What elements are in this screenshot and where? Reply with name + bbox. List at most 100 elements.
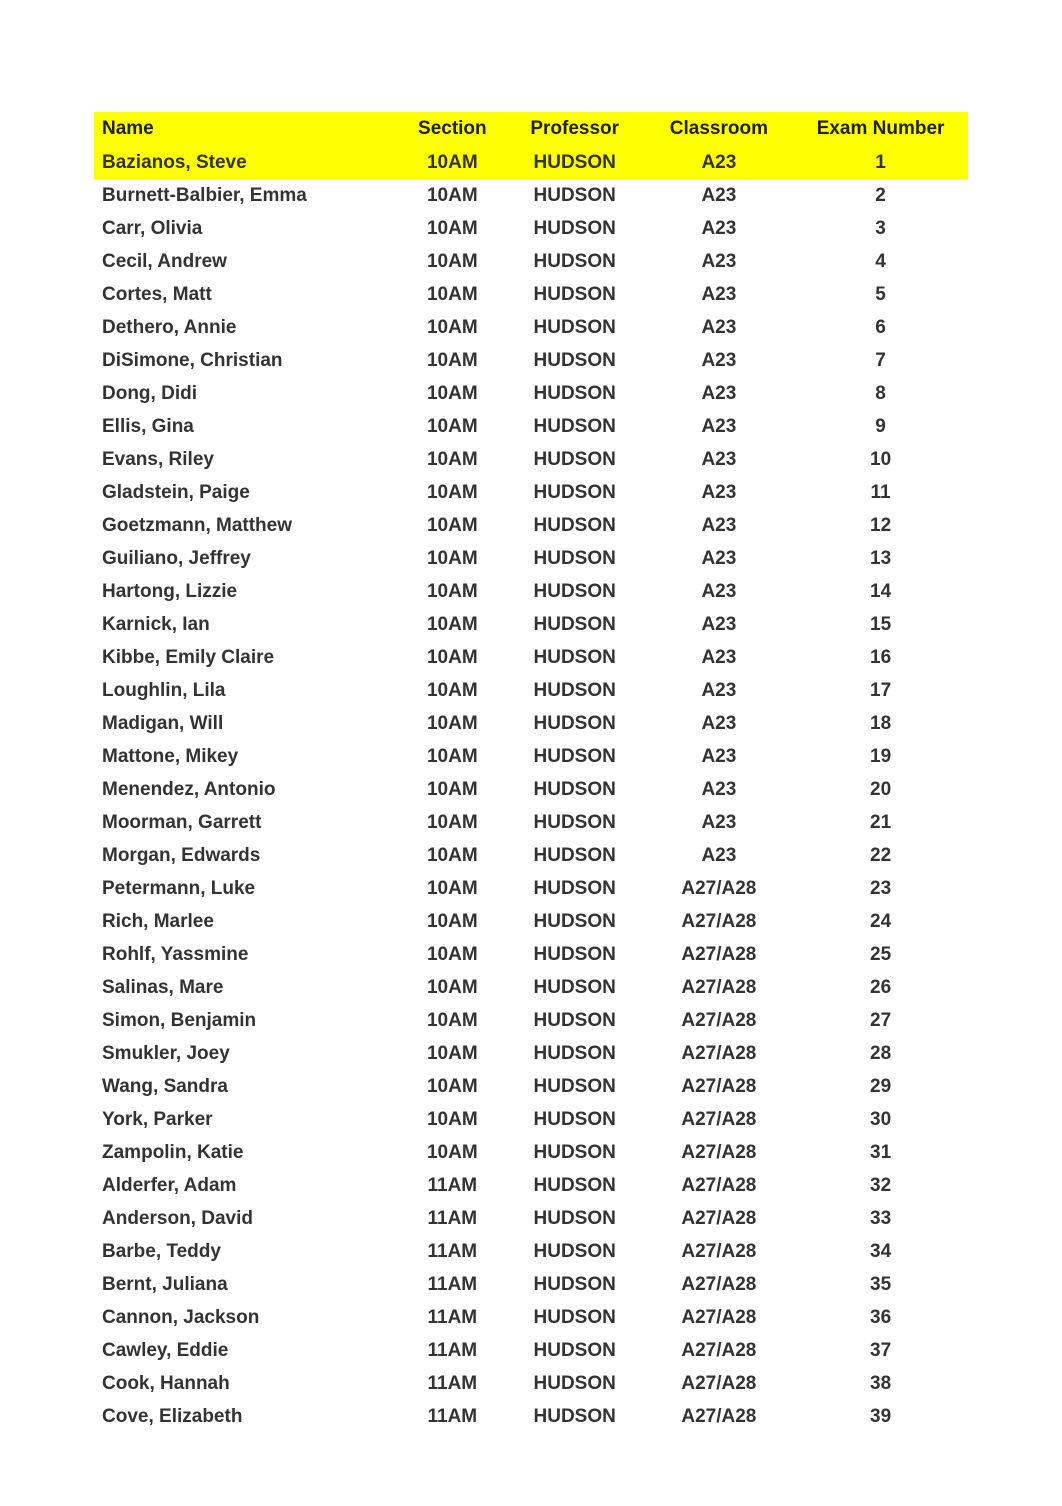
- table-row: Madigan, Will10AMHUDSONA2318: [94, 707, 968, 740]
- table-row: Bazianos, Steve10AMHUDSONA231: [94, 146, 968, 179]
- cell-classroom: A23: [645, 212, 794, 245]
- cell-exam-number: 22: [793, 839, 968, 872]
- cell-exam-number: 10: [793, 443, 968, 476]
- cell-name: Madigan, Will: [94, 707, 400, 740]
- cell-exam-number: 34: [793, 1235, 968, 1268]
- cell-professor: HUDSON: [505, 872, 645, 905]
- cell-exam-number: 23: [793, 872, 968, 905]
- table-row: Anderson, David11AMHUDSONA27/A2833: [94, 1202, 968, 1235]
- cell-section: 11AM: [400, 1301, 505, 1334]
- cell-name: Ellis, Gina: [94, 410, 400, 443]
- cell-classroom: A23: [645, 707, 794, 740]
- cell-name: Petermann, Luke: [94, 872, 400, 905]
- cell-professor: HUDSON: [505, 1037, 645, 1070]
- cell-section: 10AM: [400, 839, 505, 872]
- cell-professor: HUDSON: [505, 311, 645, 344]
- table-row: Salinas, Mare10AMHUDSONA27/A2826: [94, 971, 968, 1004]
- table-row: Kibbe, Emily Claire10AMHUDSONA2316: [94, 641, 968, 674]
- cell-professor: HUDSON: [505, 542, 645, 575]
- cell-professor: HUDSON: [505, 1334, 645, 1367]
- cell-name: Cortes, Matt: [94, 278, 400, 311]
- cell-name: Bernt, Juliana: [94, 1268, 400, 1301]
- cell-professor: HUDSON: [505, 344, 645, 377]
- cell-section: 10AM: [400, 410, 505, 443]
- cell-exam-number: 6: [793, 311, 968, 344]
- cell-section: 10AM: [400, 1070, 505, 1103]
- cell-exam-number: 24: [793, 905, 968, 938]
- cell-exam-number: 7: [793, 344, 968, 377]
- cell-classroom: A23: [645, 773, 794, 806]
- cell-section: 10AM: [400, 245, 505, 278]
- cell-professor: HUDSON: [505, 1367, 645, 1400]
- cell-section: 11AM: [400, 1202, 505, 1235]
- cell-section: 10AM: [400, 1103, 505, 1136]
- cell-exam-number: 31: [793, 1136, 968, 1169]
- cell-exam-number: 20: [793, 773, 968, 806]
- cell-name: Loughlin, Lila: [94, 674, 400, 707]
- cell-professor: HUDSON: [505, 674, 645, 707]
- cell-section: 10AM: [400, 674, 505, 707]
- cell-exam-number: 14: [793, 575, 968, 608]
- cell-exam-number: 27: [793, 1004, 968, 1037]
- cell-classroom: A27/A28: [645, 1103, 794, 1136]
- cell-exam-number: 32: [793, 1169, 968, 1202]
- table-row: Loughlin, Lila10AMHUDSONA2317: [94, 674, 968, 707]
- cell-classroom: A27/A28: [645, 1367, 794, 1400]
- cell-section: 10AM: [400, 608, 505, 641]
- cell-classroom: A23: [645, 740, 794, 773]
- col-header-classroom: Classroom: [645, 112, 794, 146]
- cell-exam-number: 39: [793, 1400, 968, 1433]
- cell-classroom: A27/A28: [645, 1235, 794, 1268]
- cell-exam-number: 26: [793, 971, 968, 1004]
- cell-classroom: A27/A28: [645, 1070, 794, 1103]
- cell-professor: HUDSON: [505, 377, 645, 410]
- cell-name: Salinas, Mare: [94, 971, 400, 1004]
- cell-professor: HUDSON: [505, 1301, 645, 1334]
- cell-classroom: A23: [645, 245, 794, 278]
- cell-classroom: A23: [645, 278, 794, 311]
- col-header-section: Section: [400, 112, 505, 146]
- cell-exam-number: 15: [793, 608, 968, 641]
- table-row: Bernt, Juliana11AMHUDSONA27/A2835: [94, 1268, 968, 1301]
- cell-exam-number: 3: [793, 212, 968, 245]
- cell-section: 10AM: [400, 575, 505, 608]
- cell-classroom: A27/A28: [645, 1136, 794, 1169]
- cell-professor: HUDSON: [505, 509, 645, 542]
- cell-professor: HUDSON: [505, 1169, 645, 1202]
- cell-professor: HUDSON: [505, 1400, 645, 1433]
- cell-name: Kibbe, Emily Claire: [94, 641, 400, 674]
- cell-professor: HUDSON: [505, 1268, 645, 1301]
- cell-name: Rohlf, Yassmine: [94, 938, 400, 971]
- table-row: Mattone, Mikey10AMHUDSONA2319: [94, 740, 968, 773]
- cell-classroom: A23: [645, 443, 794, 476]
- table-row: Guiliano, Jeffrey10AMHUDSONA2313: [94, 542, 968, 575]
- cell-exam-number: 18: [793, 707, 968, 740]
- table-row: Ellis, Gina10AMHUDSONA239: [94, 410, 968, 443]
- table-row: Moorman, Garrett10AMHUDSONA2321: [94, 806, 968, 839]
- cell-professor: HUDSON: [505, 938, 645, 971]
- cell-section: 11AM: [400, 1334, 505, 1367]
- table-row: Rohlf, Yassmine10AMHUDSONA27/A2825: [94, 938, 968, 971]
- cell-classroom: A23: [645, 542, 794, 575]
- cell-name: Menendez, Antonio: [94, 773, 400, 806]
- cell-classroom: A23: [645, 377, 794, 410]
- cell-section: 10AM: [400, 971, 505, 1004]
- cell-classroom: A23: [645, 509, 794, 542]
- cell-professor: HUDSON: [505, 905, 645, 938]
- cell-section: 10AM: [400, 872, 505, 905]
- cell-section: 10AM: [400, 1136, 505, 1169]
- cell-name: Cannon, Jackson: [94, 1301, 400, 1334]
- cell-name: York, Parker: [94, 1103, 400, 1136]
- cell-exam-number: 37: [793, 1334, 968, 1367]
- cell-exam-number: 13: [793, 542, 968, 575]
- cell-name: Bazianos, Steve: [94, 146, 400, 179]
- cell-name: Wang, Sandra: [94, 1070, 400, 1103]
- cell-section: 10AM: [400, 212, 505, 245]
- cell-classroom: A27/A28: [645, 1037, 794, 1070]
- table-row: Simon, Benjamin10AMHUDSONA27/A2827: [94, 1004, 968, 1037]
- cell-name: Smukler, Joey: [94, 1037, 400, 1070]
- cell-professor: HUDSON: [505, 212, 645, 245]
- cell-section: 10AM: [400, 509, 505, 542]
- cell-exam-number: 33: [793, 1202, 968, 1235]
- cell-classroom: A27/A28: [645, 1202, 794, 1235]
